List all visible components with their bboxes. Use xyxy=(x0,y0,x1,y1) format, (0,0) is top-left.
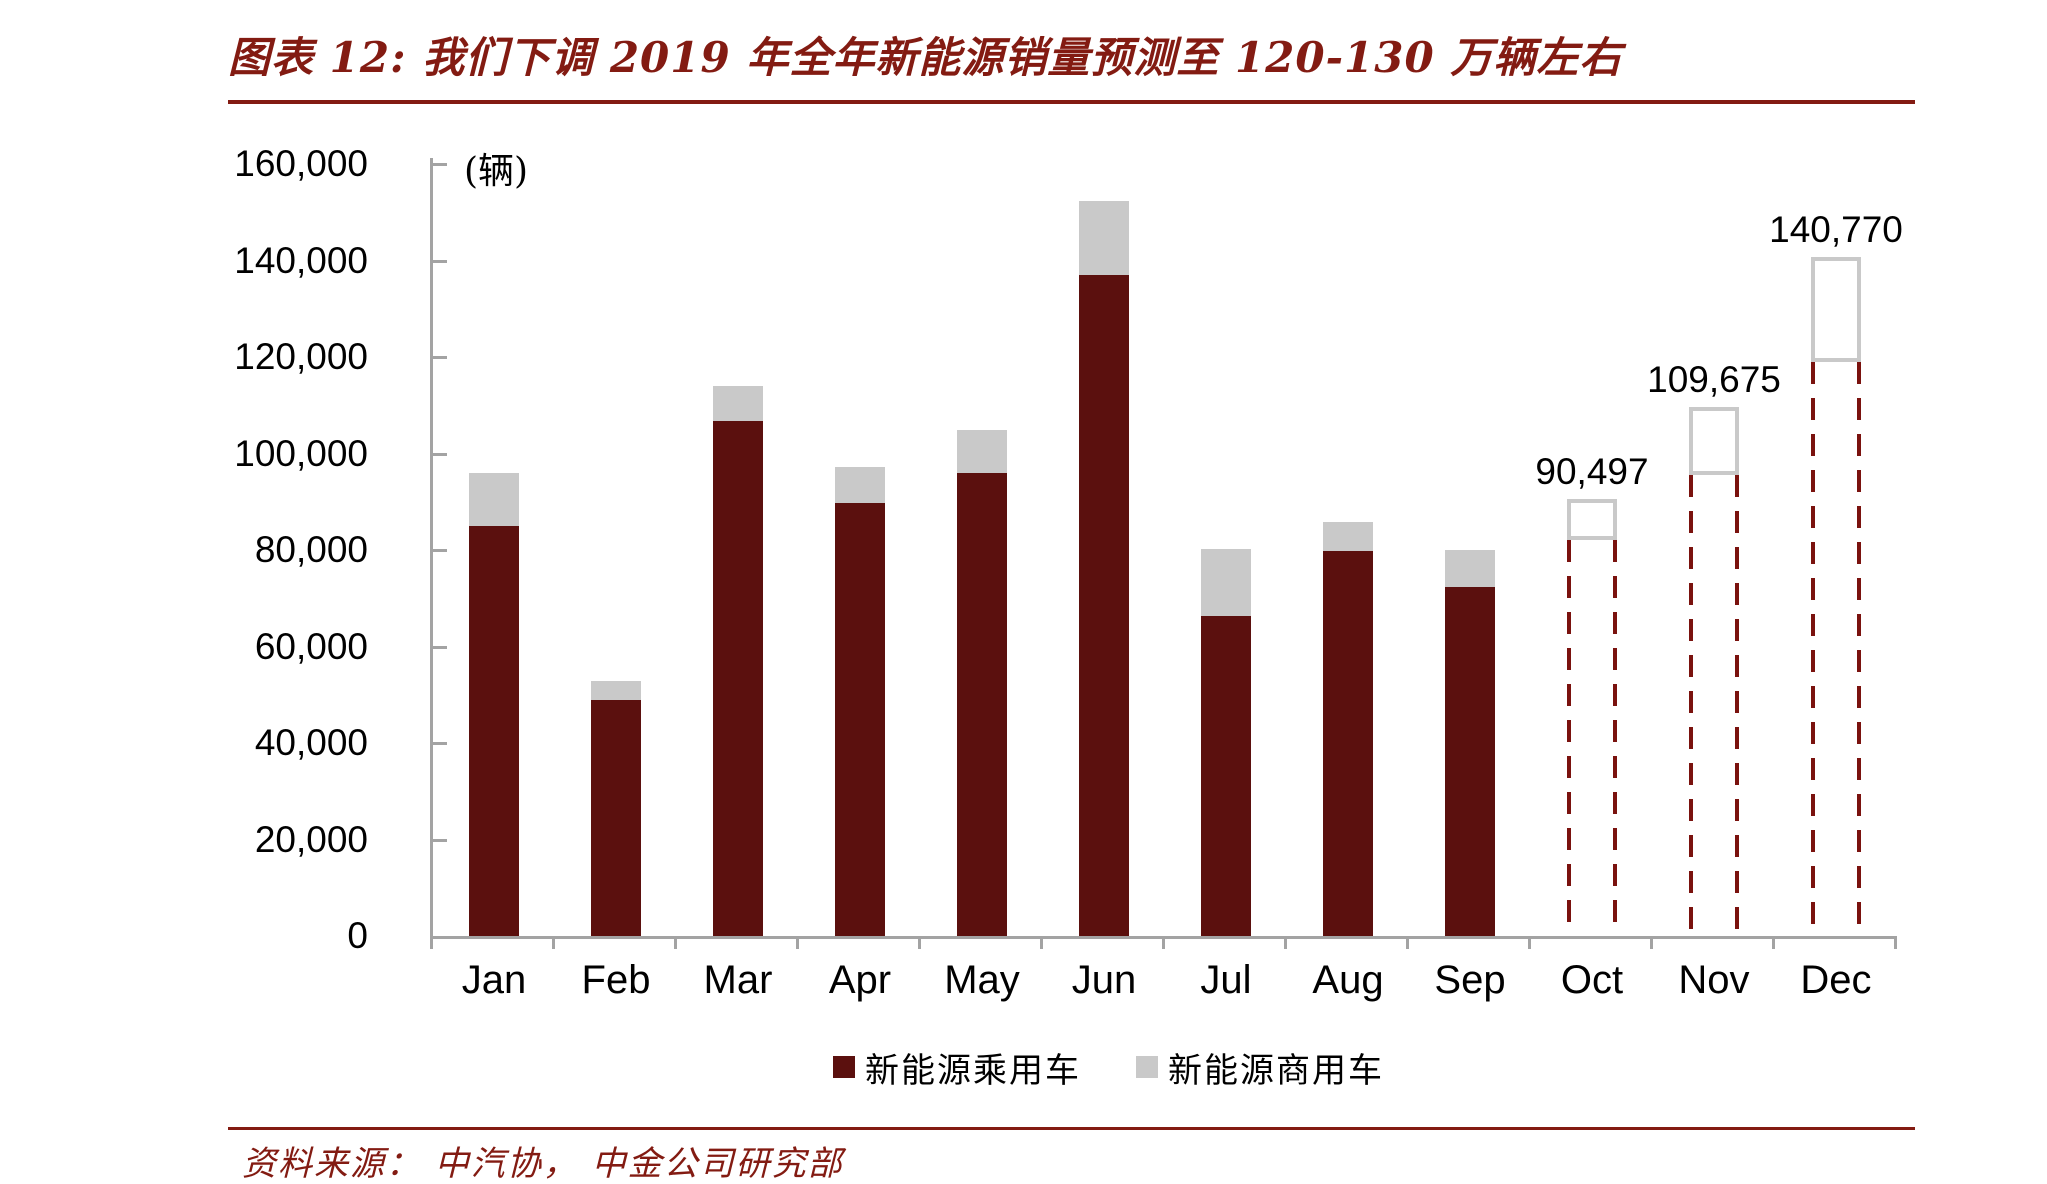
bar-commercial xyxy=(1445,549,1495,587)
bar-passenger xyxy=(1201,615,1251,936)
ytick-mark xyxy=(433,163,447,166)
xtick-mark xyxy=(1162,939,1165,949)
footer-rule xyxy=(228,1127,1915,1130)
y-axis-line xyxy=(430,158,433,939)
legend-swatch-commercial xyxy=(1136,1056,1158,1078)
ytick-label: 0 xyxy=(347,915,368,956)
ytick-label: 60,000 xyxy=(254,625,368,667)
forecast-bar-commercial xyxy=(1567,499,1617,541)
forecast-bar-passenger-left-edge xyxy=(1689,475,1693,936)
xtick-mark xyxy=(1894,939,1897,949)
month-label: May xyxy=(944,958,1020,1002)
bar-commercial xyxy=(469,472,519,526)
month-label: Aug xyxy=(1312,958,1384,1002)
legend-item-passenger: 新能源乘用车 xyxy=(833,1043,1081,1092)
ytick-label: 160,000 xyxy=(234,143,368,184)
source-note: 资料来源： 中汽协， 中金公司研究部 xyxy=(242,1144,844,1184)
forecast-bar-passenger-right-edge xyxy=(1735,475,1739,936)
ytick-mark xyxy=(433,645,447,649)
month-label: Jul xyxy=(1200,958,1252,1002)
legend-swatch-passenger xyxy=(833,1056,855,1078)
ytick-label: 80,000 xyxy=(254,529,368,570)
forecast-bar-passenger-right-edge xyxy=(1857,361,1861,936)
xtick-mark xyxy=(430,939,433,949)
bar-commercial xyxy=(1201,549,1251,616)
y-axis-unit-label: (辆) xyxy=(464,151,529,192)
ytick-mark xyxy=(433,838,447,842)
forecast-bar-commercial xyxy=(1689,406,1739,476)
bar-passenger xyxy=(713,421,763,936)
forecast-total-label: 90,497 xyxy=(1535,451,1649,493)
ytick-label: 20,000 xyxy=(254,818,368,860)
month-label: Sep xyxy=(1434,958,1506,1002)
bar-passenger xyxy=(1079,274,1129,936)
legend-label-commercial: 新能源商用车 xyxy=(1168,1050,1384,1091)
ytick-mark xyxy=(433,742,447,745)
forecast-total-label: 109,675 xyxy=(1647,358,1781,400)
ytick-mark xyxy=(433,259,447,263)
bar-commercial xyxy=(713,385,763,422)
x-axis-line xyxy=(430,936,1897,939)
bar-passenger xyxy=(591,699,641,936)
xtick-mark xyxy=(796,939,799,949)
month-label: Oct xyxy=(1560,958,1624,1002)
bar-passenger xyxy=(835,502,885,936)
xtick-mark xyxy=(1284,939,1287,949)
bar-passenger xyxy=(469,525,519,936)
month-label: Nov xyxy=(1678,958,1750,1002)
ytick-mark xyxy=(433,549,447,552)
ytick-mark xyxy=(433,452,447,456)
month-label: Jan xyxy=(461,958,527,1002)
forecast-bar-passenger-left-edge xyxy=(1811,361,1815,936)
month-label: Apr xyxy=(828,958,892,1002)
bar-commercial xyxy=(957,429,1007,473)
xtick-mark xyxy=(552,939,555,949)
month-label: Feb xyxy=(581,958,651,1002)
forecast-bar-commercial xyxy=(1811,256,1861,362)
legend-label-passenger: 新能源乘用车 xyxy=(865,1050,1081,1091)
title-underline xyxy=(228,100,1915,104)
legend: 新能源乘用车 新能源商用车 xyxy=(833,1043,1384,1092)
xtick-mark xyxy=(674,939,677,949)
ytick-mark xyxy=(433,356,447,359)
forecast-bar-passenger-right-edge xyxy=(1613,540,1617,936)
forecast-bar-passenger-left-edge xyxy=(1567,540,1571,936)
xtick-mark xyxy=(1406,939,1409,949)
ytick-label: 40,000 xyxy=(254,722,368,763)
ytick-label: 140,000 xyxy=(234,239,368,281)
bar-passenger xyxy=(957,472,1007,936)
bar-commercial xyxy=(835,467,885,503)
bar-passenger xyxy=(1323,550,1373,936)
legend-item-commercial: 新能源商用车 xyxy=(1136,1043,1384,1092)
month-label: Dec xyxy=(1800,958,1872,1002)
xtick-mark xyxy=(1650,939,1653,949)
xtick-mark xyxy=(1040,939,1043,949)
bar-commercial xyxy=(1323,522,1373,551)
bar-commercial xyxy=(591,680,641,700)
forecast-total-label: 140,770 xyxy=(1769,208,1903,250)
month-label: Mar xyxy=(703,958,773,1002)
bar-commercial xyxy=(1079,201,1129,275)
xtick-mark xyxy=(918,939,921,949)
month-label: Jun xyxy=(1071,958,1137,1002)
xtick-mark xyxy=(1772,939,1775,949)
ytick-label: 100,000 xyxy=(234,432,368,474)
bar-passenger xyxy=(1445,586,1495,936)
xtick-mark xyxy=(1528,939,1531,949)
page-title: 图表 12: 我们下调 2019 年全年新能源销量预测至 120-130 万辆左… xyxy=(228,33,1623,82)
ytick-label: 120,000 xyxy=(234,336,368,377)
